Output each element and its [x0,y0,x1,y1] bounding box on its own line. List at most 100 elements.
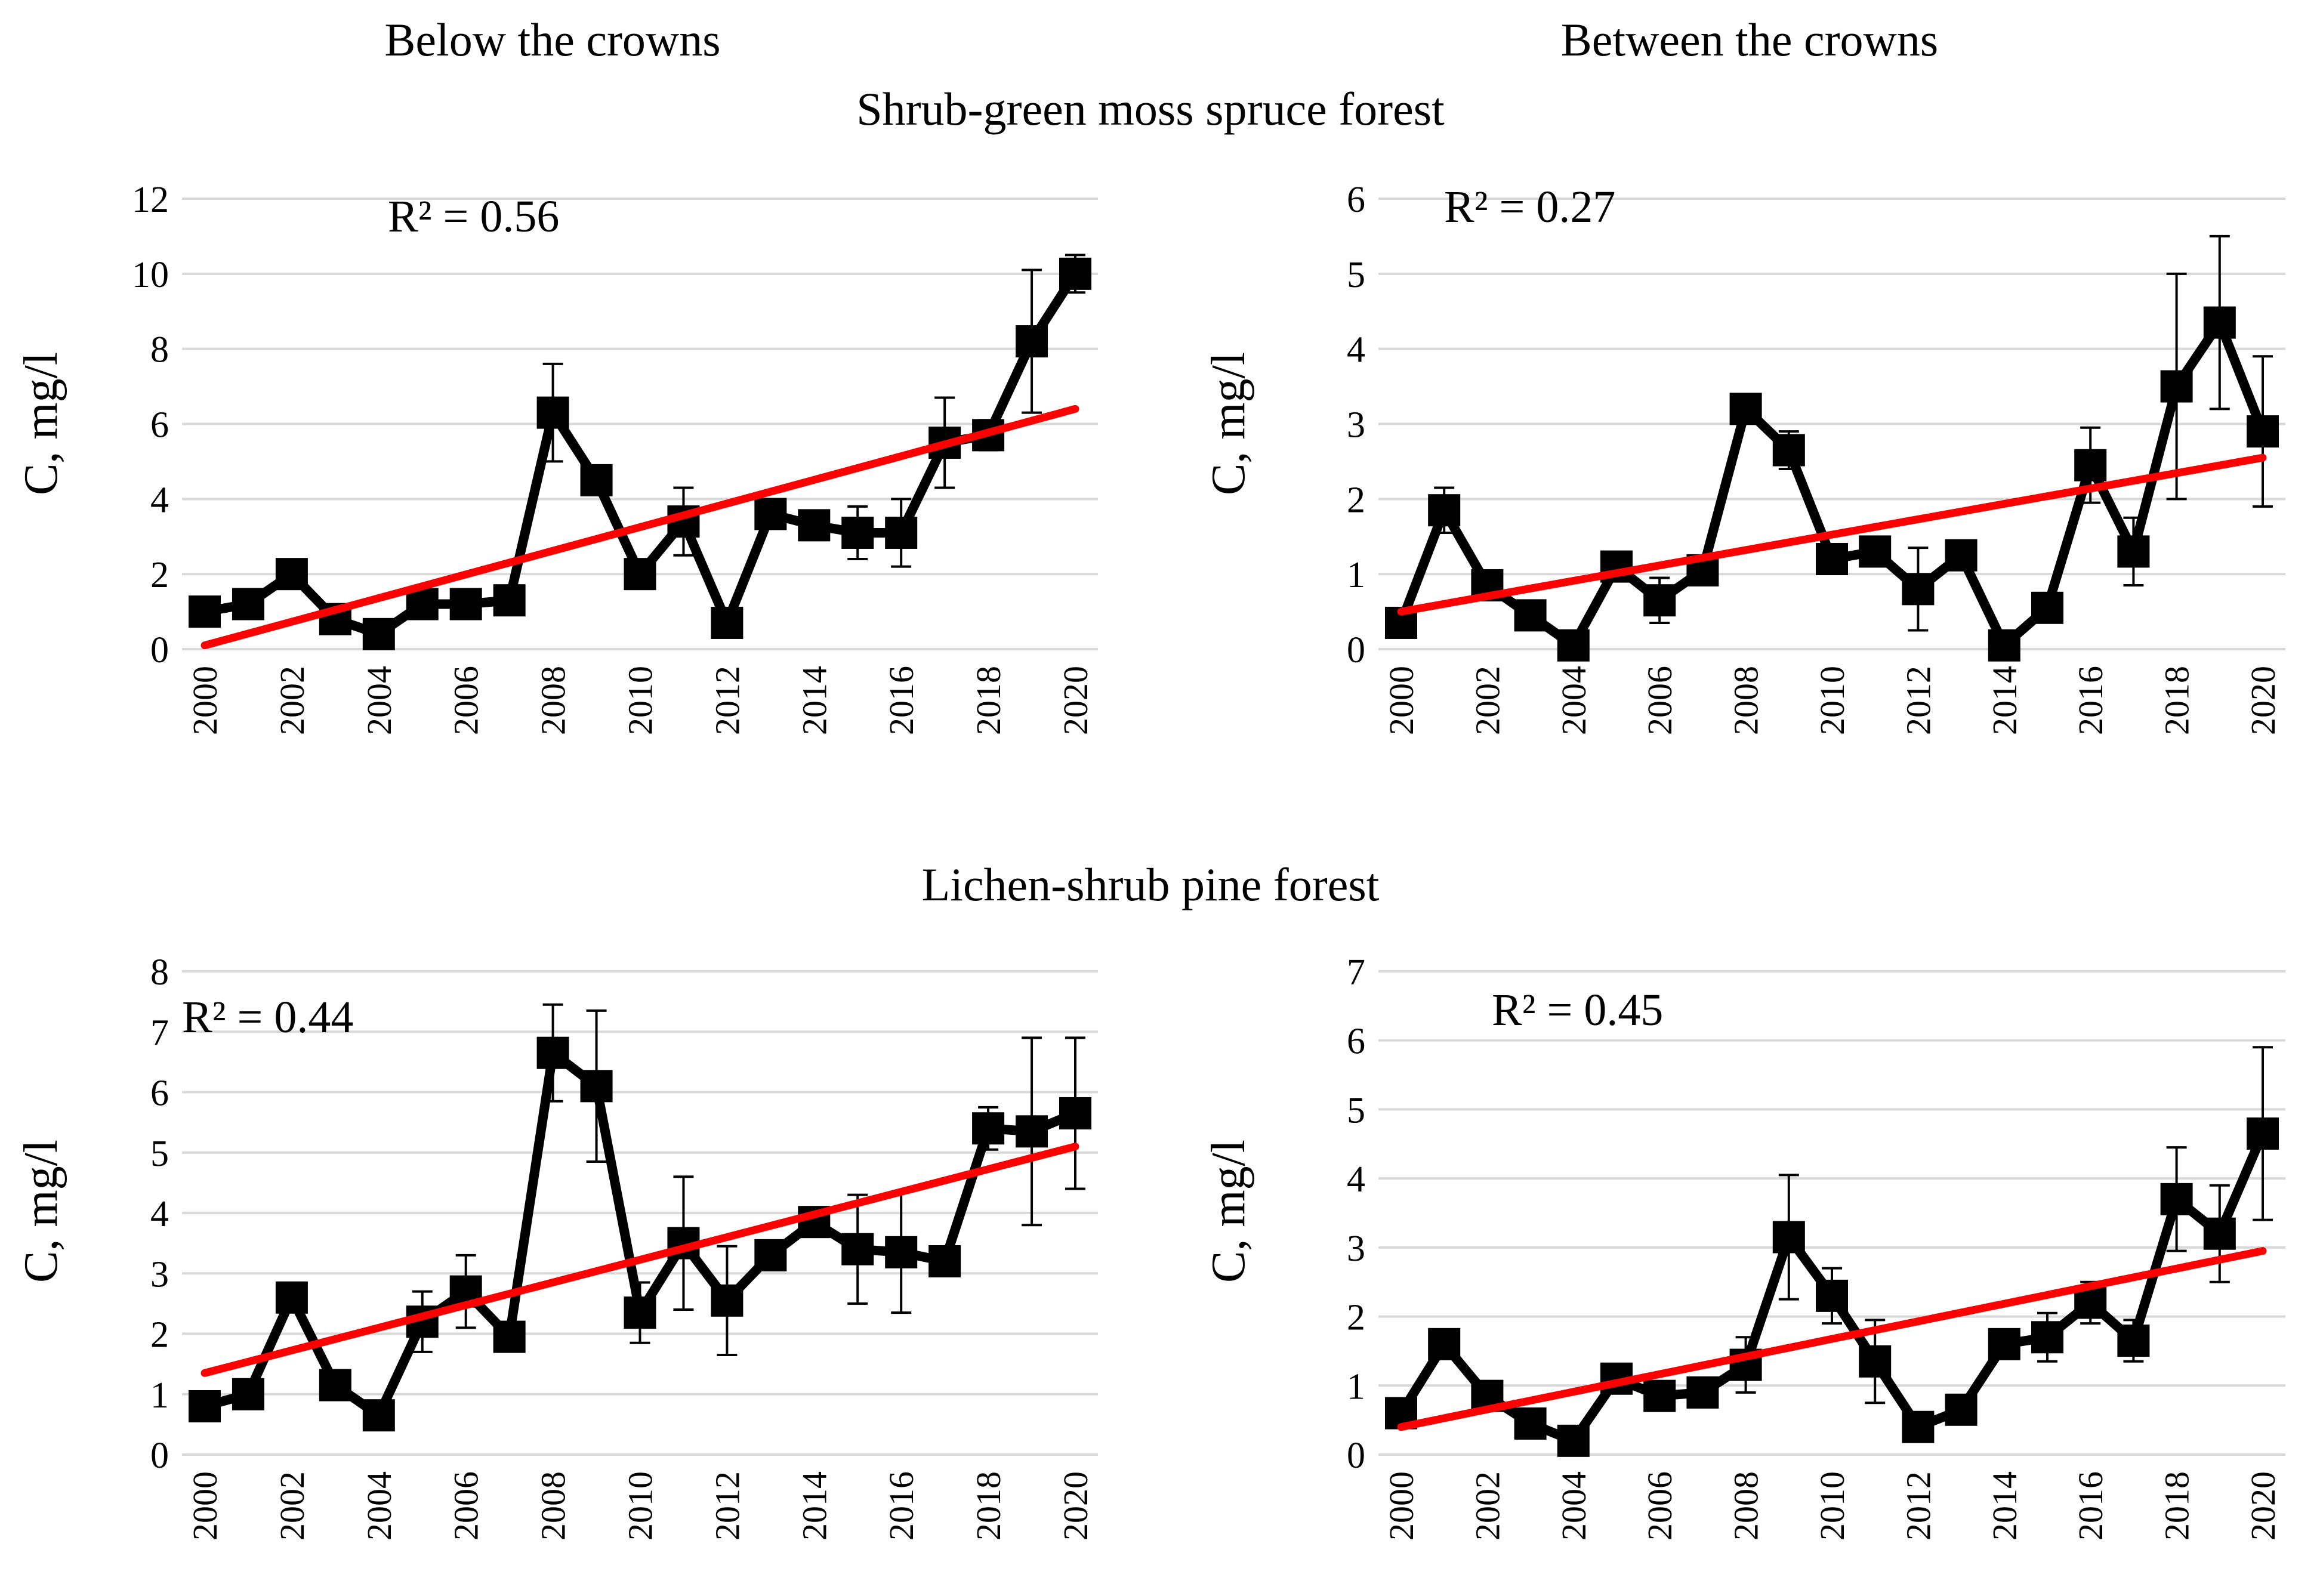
data-point [1772,434,1805,467]
data-point [2247,415,2279,448]
y-tick-label: 7 [1347,952,1365,993]
data-point [711,606,744,639]
data-point [2117,1325,2150,1357]
data-point [1945,539,1978,572]
y-tick-label: 3 [1347,405,1365,446]
data-point [841,1233,874,1265]
data-point [536,1036,569,1069]
x-tick-label: 2016 [2071,666,2110,735]
data-point [1016,325,1048,358]
data-point [2074,449,2107,481]
data-point [2160,1183,2193,1215]
x-tick-label: 2006 [447,666,486,735]
y-tick-label: 6 [150,405,169,446]
chart-panel-pine-between: 0 1 2 3 4 5 6 7 2000 2002 2004 2006 2008 2010 2012 2014… [1202,952,2285,1541]
x-tick-label: 2006 [1640,666,1679,735]
data-point [1514,1407,1547,1440]
y-tick-label: 1 [150,1375,169,1416]
trend-line [1397,1247,2267,1431]
data-point [885,516,918,549]
x-tick-label: 2010 [1813,666,1852,735]
y-tick-label: 2 [150,1315,169,1356]
series-line [203,1048,1078,1421]
data-point [275,1281,308,1314]
y-tick-label: 8 [150,330,169,371]
x-tick-label: 2014 [1985,1471,2024,1541]
x-tick-label: 2020 [1056,1471,1095,1541]
x-tick-label: 2018 [969,666,1008,735]
x-tick-label: 2002 [1468,1471,1507,1541]
data-point [580,1070,613,1103]
data-point [1859,1345,1892,1378]
x-tick-label: 2004 [1554,666,1593,735]
y-tick-label: 4 [150,480,169,520]
x-tick-label: 2018 [969,1471,1008,1541]
row-heading-top: Shrub-green moss spruce forest [856,83,1445,135]
y-axis-label: C, mg/l [1202,1140,1255,1283]
y-tick-label: 5 [1347,255,1365,295]
y-tick-label: 4 [1347,1159,1365,1200]
data-point [1514,599,1547,632]
data-point [2031,1321,2063,1354]
x-tick-label: 2014 [795,1471,834,1541]
x-tick-label: 2012 [1899,1471,1938,1541]
x-tick-label: 2004 [1554,1471,1593,1541]
y-tick-label: 0 [1347,1436,1365,1476]
x-tick-label: 2008 [534,666,573,735]
data-point [189,1390,221,1422]
r-squared-label: R² = 0.27 [1444,182,1615,232]
data-point [754,1239,787,1271]
y-tick-label: 2 [1347,1298,1365,1338]
chart-panel-spruce-between: 0 1 2 3 4 5 6 2000 2002 2004 2006 2008 2010 2012 2014 2… [1202,180,2285,735]
data-point [1059,257,1091,290]
x-tick-label: 2016 [2071,1471,2110,1541]
x-tick-label: 2010 [621,666,660,735]
chart-panel-pine-below: 0 1 2 3 4 5 6 7 8 2000 2002 2004 2006 2008 2010 2012 201… [15,952,1098,1541]
y-tick-label: 2 [150,555,169,595]
data-point [1016,1115,1048,1148]
data-point [1557,629,1590,662]
y-tick-label: 0 [150,1436,169,1476]
data-point [362,618,395,650]
data-point [885,1236,918,1268]
data-point [189,595,221,628]
trend-line [200,405,1079,650]
data-point [2247,1117,2279,1150]
data-point [1988,629,2020,662]
y-tick-label: 0 [150,630,169,671]
data-point [1902,1410,1935,1443]
chart-panel-spruce-below: 0 2 4 6 8 10 12 2000 2002 2004 2006 2008 2010 2012 201… [15,180,1098,735]
data-point [1988,1328,2020,1360]
data-point [1859,535,1892,568]
data-point [754,498,787,530]
y-tick-label: 1 [1347,555,1365,595]
x-tick-label: 2000 [1382,666,1421,735]
x-tick-label: 2018 [2158,1471,2196,1541]
data-point [711,1284,744,1317]
y-axis-label: C, mg/l [15,352,67,495]
y-tick-label: 3 [150,1254,169,1295]
trend-line [200,1143,1079,1377]
x-tick-label: 2014 [1985,666,2024,735]
data-point [1945,1393,1978,1426]
data-point [1686,1376,1719,1409]
x-tick-label: 2006 [1640,1471,1679,1541]
data-point [798,509,831,542]
y-tick-label: 6 [1347,180,1365,220]
data-point [362,1399,395,1432]
x-tick-label: 2006 [447,1471,486,1541]
x-tick-label: 2016 [882,666,921,735]
y-tick-label: 4 [150,1194,169,1234]
data-point [275,558,308,591]
y-tick-label: 6 [1347,1021,1365,1062]
data-point [1902,573,1935,606]
x-tick-label: 2000 [186,666,224,735]
data-point [232,588,264,621]
column-heading-left: Below the crowns [384,14,721,66]
row-heading-bottom: Lichen-shrub pine forest [921,859,1380,910]
data-point [1643,584,1676,617]
data-point [1816,1279,1848,1312]
x-tick-label: 2002 [273,1471,311,1541]
